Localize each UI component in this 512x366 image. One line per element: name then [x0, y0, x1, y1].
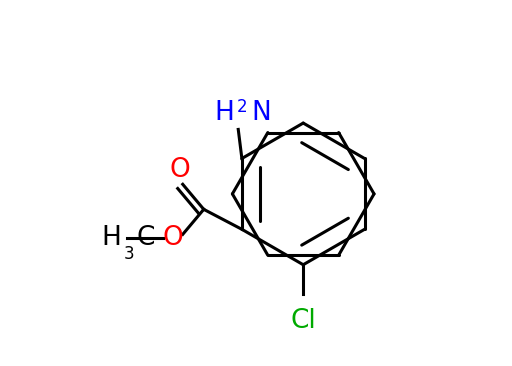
Text: H: H [102, 225, 122, 251]
Text: 3: 3 [123, 244, 134, 262]
Text: C: C [136, 225, 155, 251]
Text: O: O [169, 157, 190, 183]
Text: H: H [215, 100, 234, 126]
Text: 2: 2 [237, 98, 247, 116]
Text: Cl: Cl [290, 308, 316, 334]
Text: O: O [162, 225, 183, 251]
Text: N: N [251, 100, 271, 126]
